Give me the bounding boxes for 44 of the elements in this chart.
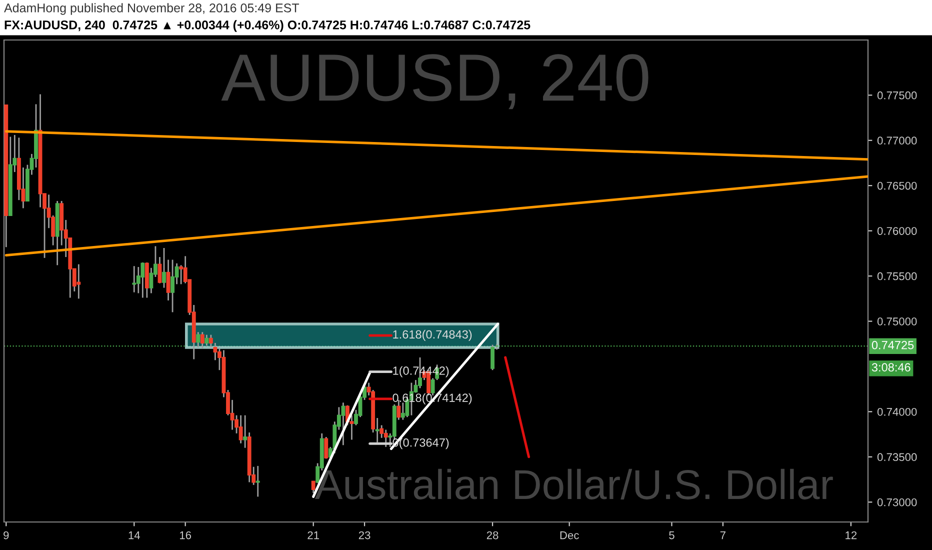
y-tick-label: 0.75500: [877, 272, 917, 280]
candlestick: [76, 264, 81, 300]
candlestick: [238, 414, 243, 444]
x-tick-label: 5: [669, 531, 674, 540]
x-tick-label: 7: [720, 531, 726, 540]
candlestick: [196, 331, 200, 348]
y-tick-label: 0.77500: [877, 91, 917, 100]
candlestick: [311, 480, 316, 494]
chart-subtitle: AdamHong published November 28, 2016 05:49 EST: [4, 3, 300, 15]
y-tick-label: 0.73500: [877, 453, 917, 462]
x-tick-label: 23: [358, 531, 370, 540]
candlestick: [204, 334, 209, 346]
candlestick: [384, 429, 388, 448]
candlestick: [490, 344, 494, 371]
candlestick: [140, 262, 145, 298]
candlestick: [158, 256, 162, 284]
y-tick-label: 0.74000: [877, 408, 917, 416]
annotation: 1.618(0.74843): [393, 330, 472, 341]
x-tick-label: 21: [308, 531, 319, 540]
candlestick: [200, 331, 204, 350]
candlestick: [149, 267, 154, 294]
candlestick: [136, 266, 140, 294]
candlestick: [166, 259, 170, 302]
y-tick-label: 0.76000: [877, 227, 917, 235]
ref-line-label: 0.74725: [872, 340, 914, 350]
y-tick-label: 0.73000: [877, 498, 917, 506]
y-tick-label: 0.75000: [877, 318, 917, 326]
y-tick-label: 0.76500: [877, 182, 917, 190]
candlestick: [243, 414, 248, 449]
y-tick-label: 0.77000: [877, 136, 917, 145]
x-tick-label: 12: [846, 531, 857, 540]
x-tick-label: 14: [128, 531, 140, 540]
candlestick: [324, 436, 328, 460]
x-tick-label: 28: [486, 531, 498, 540]
text: 3:08:46: [872, 363, 910, 372]
candlestick: [256, 465, 260, 498]
chart-title: FX:AUDUSD, 240 0.74725 ▲ +0.00344 (+0.46%) O:0.74725 H:0.74746 L:0.74687 C:0.74725: [4, 20, 530, 32]
candlestick: [162, 247, 166, 288]
candlestick: [132, 265, 136, 293]
x-tick-label: 16: [180, 531, 192, 540]
annotation: AUDUSD, 240: [221, 54, 648, 110]
candlestick: [341, 402, 346, 446]
x-tick-label: Dec: [560, 531, 579, 540]
x-tick-label: 9: [4, 531, 9, 540]
